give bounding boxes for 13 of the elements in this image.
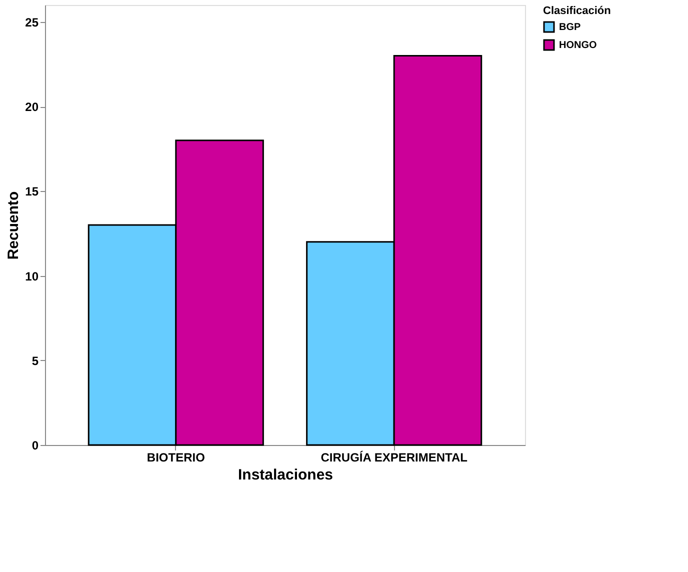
- x-tick-label: BIOTERIO: [146, 450, 205, 464]
- y-tick-label: 0: [32, 438, 39, 452]
- legend-label: BGP: [559, 22, 581, 33]
- y-tick-label: 25: [25, 15, 39, 30]
- legend-label: HONGO: [559, 40, 597, 51]
- x-axis-title: Instalaciones: [238, 466, 334, 484]
- x-tick-label: CIRUGÍA EXPERIMENTAL: [320, 450, 468, 464]
- y-tick-label: 20: [25, 100, 39, 114]
- y-tick-label: 15: [25, 184, 39, 199]
- y-axis-title: Recuento: [5, 191, 22, 260]
- y-tick-label: 5: [32, 354, 39, 368]
- y-tick-label: 10: [25, 269, 39, 284]
- legend-title: Clasificación: [543, 5, 612, 17]
